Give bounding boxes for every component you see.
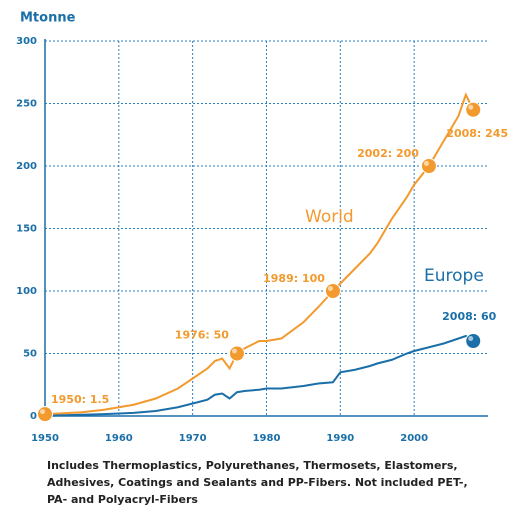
series-label: World — [305, 207, 354, 227]
y-tick-label: 250 — [16, 99, 37, 110]
x-tick-label: 2000 — [400, 433, 428, 444]
x-tick-label: 1950 — [31, 433, 59, 444]
marker-highlight — [423, 161, 429, 166]
annotation-label: 2008: 245 — [446, 127, 508, 140]
y-tick-label: 50 — [23, 349, 37, 360]
footnote: Adhesives, Coatings and Sealants and PP-… — [47, 476, 468, 489]
annotation-label: 2008: 60 — [442, 310, 496, 323]
marker-highlight — [231, 348, 237, 354]
annotation-marker — [37, 406, 53, 423]
footnote: PA- and Polyacryl-Fibers — [47, 493, 198, 506]
x-tick-label: 1960 — [105, 433, 133, 444]
marker-highlight — [468, 104, 474, 110]
annotation-label: 2002: 200 — [357, 147, 419, 160]
annotation-marker — [420, 158, 437, 174]
annotation-marker — [465, 333, 482, 349]
y-tick-label: 200 — [16, 161, 37, 172]
y-tick-label: 0 — [30, 411, 37, 422]
marker-highlight — [468, 336, 474, 341]
footnote: Includes Thermoplastics, Polyurethanes, … — [47, 459, 458, 472]
x-tick-label: 1980 — [253, 433, 281, 444]
marker-highlight — [327, 286, 333, 291]
annotation-marker — [228, 345, 245, 362]
series-line — [44, 92, 475, 416]
x-tick-label: 1990 — [326, 433, 354, 444]
annotation-marker — [465, 101, 482, 118]
marker-highlight — [40, 409, 45, 415]
series-line — [44, 334, 474, 417]
x-tick-label: 1970 — [179, 433, 207, 444]
annotation-label: 1950: 1.5 — [51, 393, 109, 406]
y-axis-title: Mtonne — [20, 11, 76, 26]
y-tick-label: 150 — [16, 224, 37, 235]
series-label: Europe — [424, 266, 484, 286]
annotation-label: 1989: 100 — [263, 272, 325, 285]
y-tick-label: 100 — [16, 286, 37, 297]
y-tick-label: 300 — [16, 36, 37, 47]
annotation-label: 1976: 50 — [175, 329, 229, 342]
annotation-marker — [324, 283, 341, 299]
